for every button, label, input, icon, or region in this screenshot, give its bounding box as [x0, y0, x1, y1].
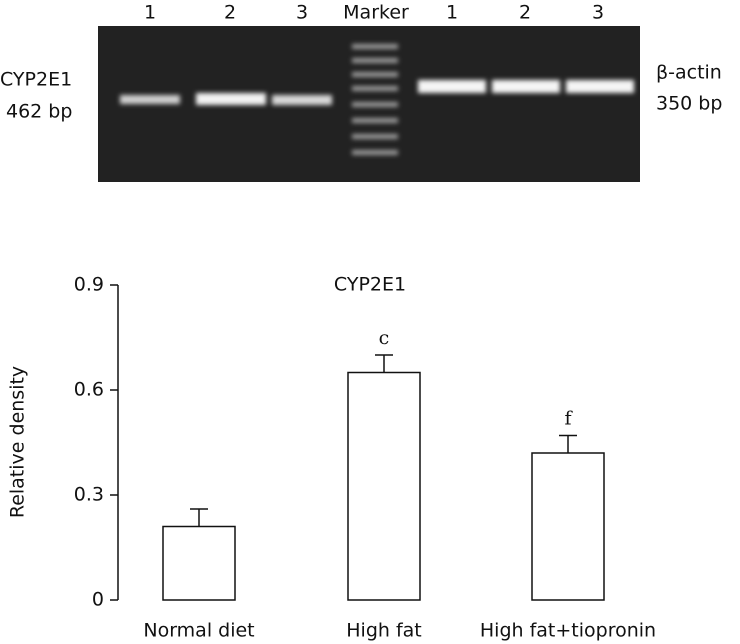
band	[352, 44, 398, 49]
y-tick-label: 0.6	[74, 379, 104, 401]
band	[120, 95, 180, 104]
x-tick-label: Normal diet	[143, 620, 254, 642]
band	[352, 118, 398, 123]
lane-label: 1	[144, 2, 156, 24]
x-tick-label: High fat+tiopronin	[480, 620, 656, 642]
error-bar	[375, 354, 393, 373]
band	[352, 102, 398, 107]
lane-label: 2	[224, 2, 236, 24]
band	[352, 72, 398, 77]
band	[196, 93, 266, 105]
y-tick-label: 0.3	[74, 484, 104, 506]
band	[272, 95, 332, 105]
band	[352, 150, 398, 155]
bar	[347, 371, 421, 601]
significance-label: c	[379, 327, 390, 349]
y-axis-title: Relative density	[7, 366, 29, 518]
gel-bands	[120, 44, 634, 155]
significance-label: f	[564, 408, 573, 430]
x-tick-label: High fat	[346, 620, 422, 642]
gene-label: β-actin	[656, 62, 722, 84]
gel-image: 1 2 3 Marker 1 2 3 CYP2E1 462 bp β-actin…	[0, 2, 722, 182]
lane-label: 2	[519, 2, 531, 24]
lane-label: 3	[296, 2, 308, 24]
error-bar	[559, 434, 577, 453]
band	[492, 80, 560, 93]
lane-label: 1	[446, 2, 458, 24]
bar	[162, 525, 236, 601]
chart-title: CYP2E1	[334, 274, 406, 296]
marker-ladder	[352, 44, 398, 155]
y-tick-label: 0	[92, 589, 104, 611]
bar	[531, 452, 605, 601]
band	[418, 80, 486, 93]
band	[352, 86, 398, 91]
size-label: 462 bp	[6, 101, 72, 123]
lane-label: Marker	[343, 2, 409, 24]
error-bar	[190, 508, 208, 527]
gene-label: CYP2E1	[0, 69, 72, 91]
band	[352, 134, 398, 139]
size-label: 350 bp	[656, 93, 722, 115]
band	[352, 58, 398, 63]
band	[566, 80, 634, 93]
y-tick-label: 0.9	[74, 274, 104, 296]
lane-label: 3	[592, 2, 604, 24]
